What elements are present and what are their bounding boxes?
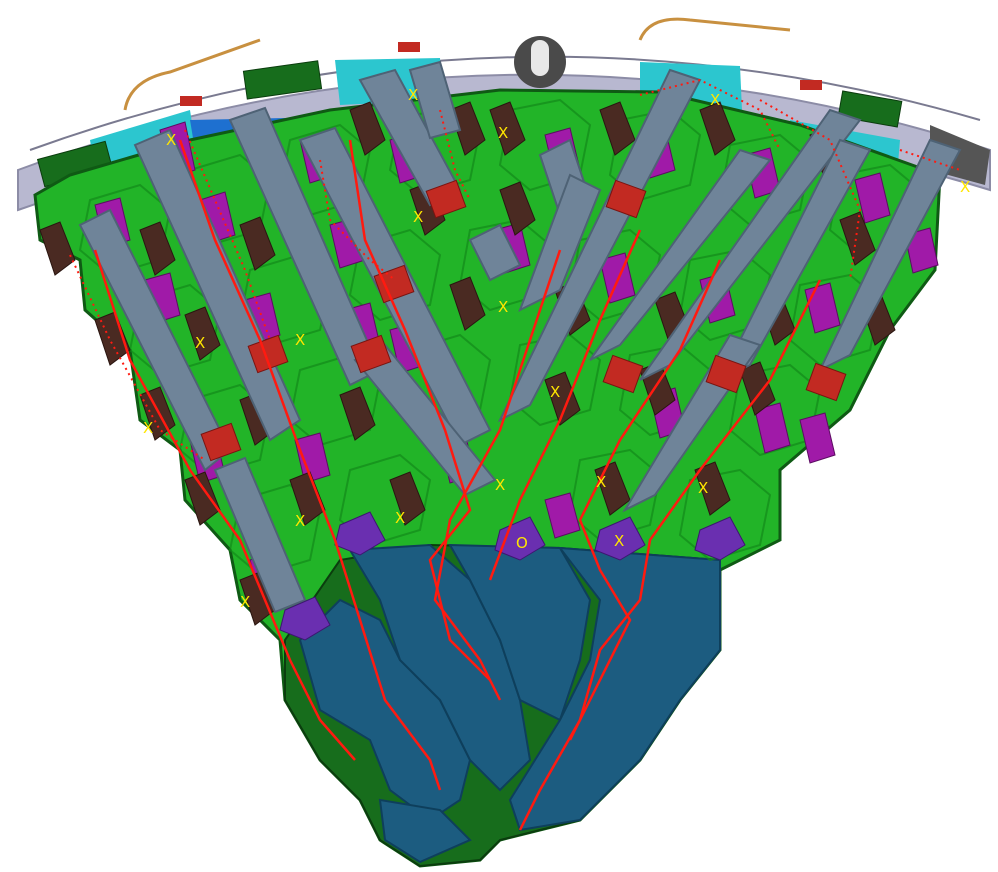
marker-label: X xyxy=(960,178,970,196)
marker-layer: X X X X X X X X X X X X X X X X X X X O … xyxy=(143,86,970,611)
marker-label: X xyxy=(596,473,606,491)
red-connectors xyxy=(200,179,847,462)
bga-packages xyxy=(279,511,746,641)
brown-chips xyxy=(39,101,896,626)
marker-label: X xyxy=(498,124,508,142)
marker-label: X xyxy=(413,208,423,226)
fiber-couplers xyxy=(123,17,791,111)
signal-traces xyxy=(93,139,822,831)
marker-label: X xyxy=(614,532,624,550)
marker-label: X xyxy=(195,334,205,352)
marker-label: X xyxy=(295,512,305,530)
marker-label: X xyxy=(295,331,305,349)
marker-label: X xyxy=(498,298,508,316)
marker-label: X xyxy=(495,476,505,494)
frame-connectors xyxy=(180,42,822,106)
marker-label: O xyxy=(516,534,528,552)
marker-label: X xyxy=(408,86,418,104)
center-clamp-slot xyxy=(531,40,549,76)
marker-label: X xyxy=(395,509,405,527)
cooling-plates xyxy=(298,543,721,864)
dotted-traces xyxy=(69,78,961,461)
top-frame-outline xyxy=(29,55,981,151)
marker-label: X xyxy=(166,131,176,149)
marker-label: X xyxy=(240,593,250,611)
marker-label: X xyxy=(550,383,560,401)
marker-label: X xyxy=(710,91,720,109)
marker-label: X xyxy=(143,419,153,437)
marker-label: X xyxy=(698,479,708,497)
